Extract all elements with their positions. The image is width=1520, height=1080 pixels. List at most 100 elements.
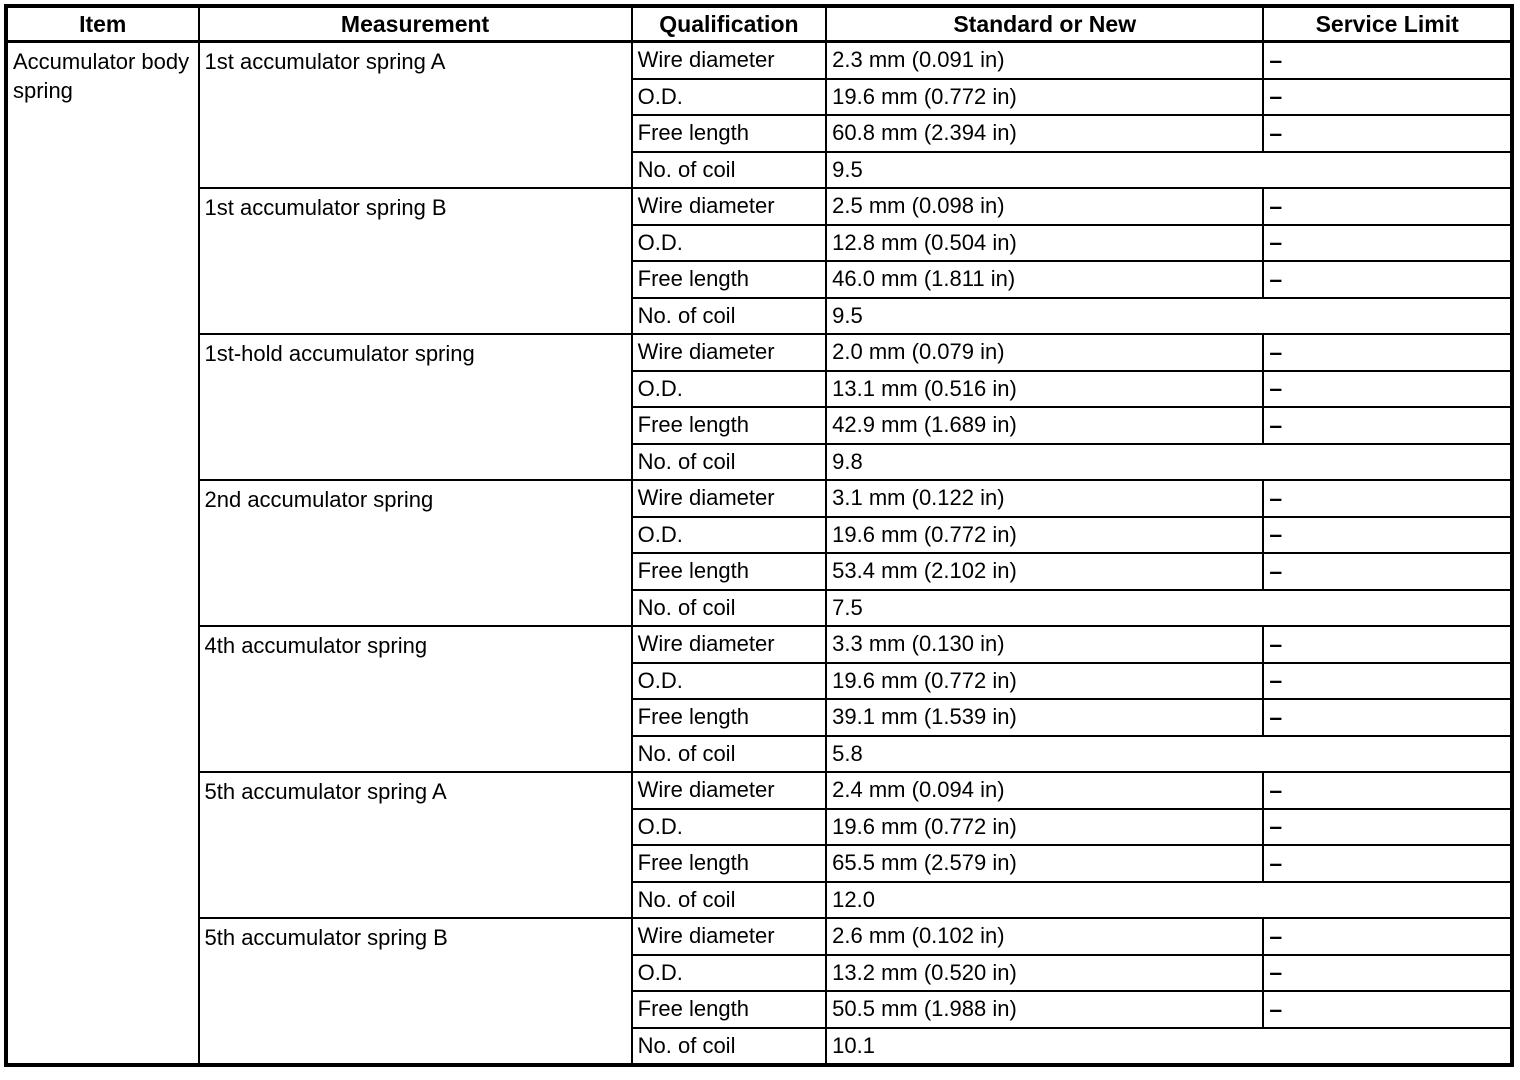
measurement-cell: 1st accumulator spring B xyxy=(197,187,633,335)
service-limit-cell: – xyxy=(1262,260,1513,299)
table-row: O.D. 19.6 mm (0.772 in) – xyxy=(6,77,1513,116)
service-limit-cell: – xyxy=(1262,661,1513,700)
service-limit-cell: – xyxy=(1262,114,1513,153)
column-header-qualification: Qualification xyxy=(630,5,828,43)
service-limit-cell: – xyxy=(1262,515,1513,554)
standard-cell: 60.8 mm (2.394 in) xyxy=(825,114,1265,153)
standard-cell: 9.8 xyxy=(825,442,1513,481)
standard-cell: 2.0 mm (0.079 in) xyxy=(825,333,1265,372)
qualification-cell: Wire diameter xyxy=(630,771,828,810)
qualification-cell: Free length xyxy=(630,698,828,737)
table-row: Free length 50.5 mm (1.988 in) – xyxy=(6,990,1513,1029)
table-row: O.D. 12.8 mm (0.504 in) – xyxy=(6,223,1513,262)
service-limit-cell: – xyxy=(1262,698,1513,737)
table-row: Accumulator body spring 1st accumulator … xyxy=(5,40,1513,1066)
standard-cell: 2.6 mm (0.102 in) xyxy=(825,917,1265,956)
standard-cell: 46.0 mm (1.811 in) xyxy=(825,260,1265,299)
standard-cell: 13.2 mm (0.520 in) xyxy=(825,953,1265,992)
qualification-cell: Free length xyxy=(630,114,828,153)
table-row: 4th accumulator spring Wire diameter 3.3… xyxy=(6,625,1513,773)
qualification-cell: O.D. xyxy=(630,369,828,408)
table-row: No. of coil 9.8 xyxy=(6,442,1513,481)
service-limit-cell: – xyxy=(1262,552,1513,591)
service-limit-cell: – xyxy=(1262,406,1513,445)
measurement-cell: 2nd accumulator spring xyxy=(197,479,633,627)
table-row: 1st accumulator spring B Wire diameter 2… xyxy=(6,187,1513,335)
qualification-cell: O.D. xyxy=(630,953,828,992)
table-row: No. of coil 10.1 xyxy=(6,1026,1513,1066)
standard-cell: 19.6 mm (0.772 in) xyxy=(825,515,1265,554)
table-row: O.D. 19.6 mm (0.772 in) – xyxy=(6,807,1513,846)
standard-cell: 3.1 mm (0.122 in) xyxy=(825,479,1265,518)
service-limit-cell: – xyxy=(1262,187,1513,226)
qualification-cell: Wire diameter xyxy=(630,333,828,372)
standard-cell: 2.4 mm (0.094 in) xyxy=(825,771,1265,810)
standard-cell: 12.8 mm (0.504 in) xyxy=(825,223,1265,262)
table-row: O.D. 13.2 mm (0.520 in) – xyxy=(6,953,1513,992)
measurement-cell: 4th accumulator spring xyxy=(197,625,633,773)
table-row: Free length 53.4 mm (2.102 in) – xyxy=(6,552,1513,591)
qualification-cell: O.D. xyxy=(630,807,828,846)
service-limit-cell: – xyxy=(1262,807,1513,846)
table-row: O.D. 19.6 mm (0.772 in) – xyxy=(6,515,1513,554)
service-limit-cell: – xyxy=(1262,953,1513,992)
qualification-cell: Wire diameter xyxy=(630,40,828,80)
qualification-cell: No. of coil xyxy=(630,296,828,335)
standard-cell: 2.3 mm (0.091 in) xyxy=(825,40,1265,80)
table-row: Free length 65.5 mm (2.579 in) – xyxy=(6,844,1513,883)
table-row: O.D. 13.1 mm (0.516 in) – xyxy=(6,369,1513,408)
service-limit-cell: – xyxy=(1262,771,1513,810)
qualification-cell: Wire diameter xyxy=(630,479,828,518)
service-limit-cell: – xyxy=(1262,77,1513,116)
item-cell: Accumulator body spring xyxy=(5,40,200,1066)
standard-cell: 65.5 mm (2.579 in) xyxy=(825,844,1265,883)
qualification-cell: Free length xyxy=(630,844,828,883)
standard-cell: 53.4 mm (2.102 in) xyxy=(825,552,1265,591)
service-limit-cell: – xyxy=(1262,479,1513,518)
standard-cell: 50.5 mm (1.988 in) xyxy=(825,990,1265,1029)
qualification-cell: O.D. xyxy=(630,77,828,116)
standard-cell: 19.6 mm (0.772 in) xyxy=(825,807,1265,846)
service-limit-cell: – xyxy=(1262,333,1513,372)
qualification-cell: O.D. xyxy=(630,661,828,700)
qualification-cell: O.D. xyxy=(630,515,828,554)
column-header-service-limit: Service Limit xyxy=(1262,5,1513,43)
standard-cell: 42.9 mm (1.689 in) xyxy=(825,406,1265,445)
qualification-cell: No. of coil xyxy=(630,150,828,189)
table-row: No. of coil 5.8 xyxy=(6,734,1513,773)
standard-cell: 5.8 xyxy=(825,734,1513,773)
table-row: Free length 60.8 mm (2.394 in) – xyxy=(6,114,1513,153)
standard-cell: 7.5 xyxy=(825,588,1513,627)
qualification-cell: Free length xyxy=(630,990,828,1029)
qualification-cell: Free length xyxy=(630,406,828,445)
table-row: No. of coil 7.5 xyxy=(6,588,1513,627)
qualification-cell: Wire diameter xyxy=(630,187,828,226)
table-row: No. of coil 9.5 xyxy=(6,296,1513,335)
spec-table: Item Measurement Qualification Standard … xyxy=(4,4,1514,1067)
standard-cell: 10.1 xyxy=(825,1026,1513,1066)
service-limit-cell: – xyxy=(1262,40,1513,80)
service-limit-cell: – xyxy=(1262,844,1513,883)
table-row: No. of coil 12.0 xyxy=(6,880,1513,919)
measurement-cell: 1st accumulator spring A xyxy=(197,40,633,189)
table-row: 1st-hold accumulator spring Wire diamete… xyxy=(6,333,1513,481)
table-row: Free length 42.9 mm (1.689 in) – xyxy=(6,406,1513,445)
qualification-cell: No. of coil xyxy=(630,734,828,773)
standard-cell: 9.5 xyxy=(825,296,1513,335)
measurement-cell: 1st-hold accumulator spring xyxy=(197,333,633,481)
column-header-standard-or-new: Standard or New xyxy=(825,5,1265,43)
table-row: No. of coil 9.5 xyxy=(6,150,1513,189)
table-row: O.D. 19.6 mm (0.772 in) – xyxy=(6,661,1513,700)
qualification-cell: Wire diameter xyxy=(630,917,828,956)
standard-cell: 12.0 xyxy=(825,880,1513,919)
standard-cell: 13.1 mm (0.516 in) xyxy=(825,369,1265,408)
standard-cell: 39.1 mm (1.539 in) xyxy=(825,698,1265,737)
standard-cell: 2.5 mm (0.098 in) xyxy=(825,187,1265,226)
table-row: 2nd accumulator spring Wire diameter 3.1… xyxy=(6,479,1513,627)
table-row: 5th accumulator spring B Wire diameter 2… xyxy=(6,917,1513,1066)
service-limit-cell: – xyxy=(1262,369,1513,408)
column-header-measurement: Measurement xyxy=(197,5,633,43)
qualification-cell: Free length xyxy=(630,552,828,591)
service-limit-cell: – xyxy=(1262,917,1513,956)
